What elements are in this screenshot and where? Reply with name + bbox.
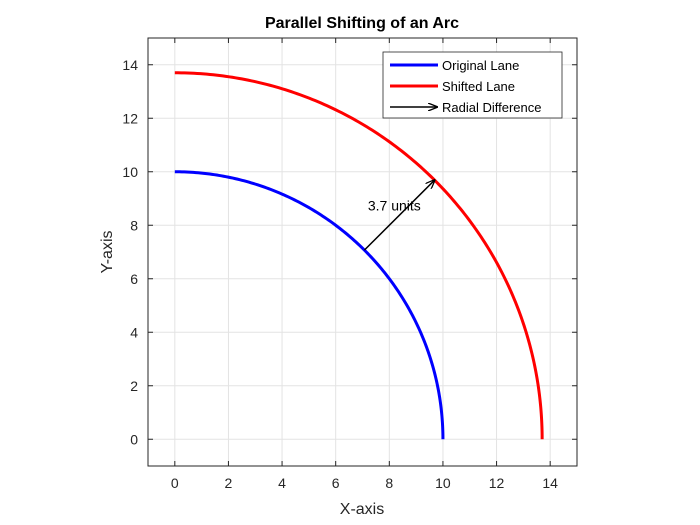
annotations: 3.7 units xyxy=(363,180,434,251)
x-axis-label: X-axis xyxy=(340,501,384,518)
y-tick-label: 6 xyxy=(130,271,138,287)
y-tick-label: 10 xyxy=(122,164,138,180)
legend: Original Lane Shifted Lane Radial Differen… xyxy=(382,51,563,119)
x-tick-label: 12 xyxy=(489,475,505,491)
y-axis-label: Y-axis xyxy=(99,231,116,274)
legend-label-original-lane: Original Lane xyxy=(442,58,519,73)
y-tick-label: 0 xyxy=(130,431,138,447)
chart-title: Parallel Shifting of an Arc xyxy=(265,15,459,32)
y-tick-label: 14 xyxy=(122,57,138,73)
y-tick-label: 2 xyxy=(130,378,138,394)
ticks: 0 2 4 6 8 10 12 14 0 2 4 6 8 10 12 14 xyxy=(122,38,577,491)
legend-label-shifted-lane: Shifted Lane xyxy=(442,79,515,94)
y-tick-label: 8 xyxy=(130,217,138,233)
y-tick-label: 12 xyxy=(122,110,138,126)
y-tick-label: 4 xyxy=(130,324,138,340)
plot-frame xyxy=(147,37,578,467)
x-tick-label: 14 xyxy=(542,475,558,491)
x-tick-label: 8 xyxy=(385,475,393,491)
x-tick-label: 2 xyxy=(225,475,233,491)
legend-label-radial-difference: Radial Difference xyxy=(442,100,541,115)
x-tick-label: 6 xyxy=(332,475,340,491)
x-tick-label: 10 xyxy=(435,475,451,491)
radial-difference-arrow xyxy=(363,180,434,251)
x-tick-label: 4 xyxy=(278,475,286,491)
x-tick-label: 0 xyxy=(171,475,179,491)
arrow-annotation-label: 3.7 units xyxy=(368,198,421,214)
